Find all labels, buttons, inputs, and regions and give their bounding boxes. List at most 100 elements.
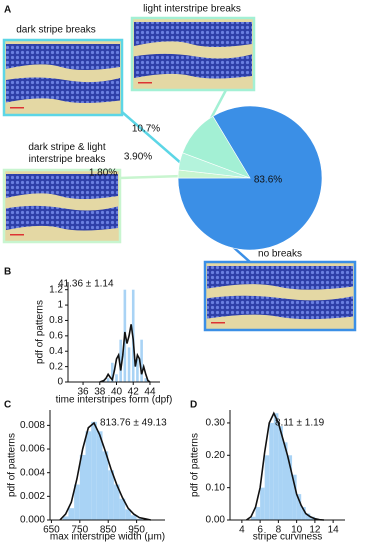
x-tick-label: 40 [111,387,123,398]
bar [91,421,97,520]
panel-letter: B [4,267,11,278]
x-tick-label: 750 [71,525,88,536]
x-tick-label: 38 [94,387,106,398]
inset-band [6,77,120,103]
x-axis-label: max interstripe width (μm) [50,532,165,543]
y-tick-label: 0.002 [20,491,45,502]
y-tick-label: 0.20 [206,450,226,461]
bar [62,516,69,520]
x-tick-label: 12 [309,525,321,536]
inset-label: dark stripe & light interstripe breaks [28,142,106,165]
y-tick-label: 1 [57,300,63,311]
bar [305,513,311,520]
bar [144,378,148,382]
inset-band [207,295,353,320]
x-tick-label: 14 [328,525,340,536]
inset-band [6,174,118,199]
annotation: 8.11 ± 1.19 [275,418,325,429]
x-tick-label: 950 [128,525,145,536]
connector [121,111,183,165]
y-axis-label: pdf of patterns [190,433,201,497]
scale-bar [211,322,225,324]
bar [278,426,283,520]
inset-band [6,205,118,231]
inset-label: no breaks [258,249,302,260]
y-axis-label: pdf of patterns [35,300,46,364]
bar [273,413,279,520]
inset-band [134,22,252,47]
y-tick-label: 0.30 [206,418,226,429]
inset-label: dark stripe breaks [16,25,95,36]
y-tick-label: 0.6 [49,330,63,341]
y-tick-label: 0.008 [20,420,45,431]
connector [119,174,184,180]
bar [96,431,103,520]
bar [140,339,143,382]
bar [136,518,143,520]
inset-band [134,53,252,79]
bar [115,374,118,382]
panel-letter: A [4,5,11,16]
x-axis-label: time interstripes form (dpf) [56,395,173,406]
bar [250,516,256,520]
bar [264,455,270,520]
y-tick-label: 0.2 [49,361,63,372]
bar [125,509,131,520]
density-curve [245,411,325,521]
pie-slice [182,115,251,179]
value-label: 83.6% [254,175,282,186]
y-tick-label: 1.2 [49,284,63,295]
bar [74,484,80,520]
bar [301,507,306,520]
bar [296,494,302,520]
annotation: 813.76 ± 49.13 [100,418,167,429]
bar [68,508,75,520]
inset-band [207,266,353,290]
value-label: 3.90% [124,152,152,163]
bar [85,431,92,520]
bar [119,339,122,382]
x-tick-label: 10 [291,525,303,536]
x-axis-label: stripe curviness [253,532,322,543]
scale-bar [138,82,152,84]
bar [136,358,139,382]
x-tick-label: 6 [257,525,263,536]
density-curve [99,324,151,383]
x-tick-label: 44 [144,387,156,398]
scale-bar [10,107,24,109]
value-label: 1.80% [89,168,117,179]
x-tick-label: 42 [128,387,140,398]
y-axis-label: pdf of patterns [7,433,18,497]
y-tick-label: 0.4 [49,346,63,357]
density-curve [59,421,151,521]
x-tick-label: 650 [43,525,60,536]
x-tick-label: 850 [100,525,117,536]
bar [111,362,114,382]
x-tick-label: 4 [239,525,245,536]
bar [113,484,120,520]
y-tick-label: 0.00 [206,515,226,526]
bar [130,515,137,520]
y-tick-label: 0.10 [206,482,226,493]
bar [102,451,109,520]
y-tick-label: 0.000 [20,515,45,526]
bar [260,487,265,520]
bar [282,442,288,520]
scale-bar [10,234,24,236]
x-tick-label: 8 [276,525,282,536]
value-label: 10.7% [132,124,160,135]
panel-letter: D [190,400,197,411]
y-tick-label: 0.004 [20,467,45,478]
bar [255,507,261,520]
bar [269,422,274,520]
bar [106,378,110,382]
y-tick-label: 0 [57,377,63,388]
inset-label: light interstripe breaks [143,4,241,15]
annotation: 41.36 ± 1.14 [58,279,114,290]
bar [287,455,293,520]
bar [119,498,126,520]
bar [79,454,86,520]
y-tick-label: 0.8 [49,315,63,326]
